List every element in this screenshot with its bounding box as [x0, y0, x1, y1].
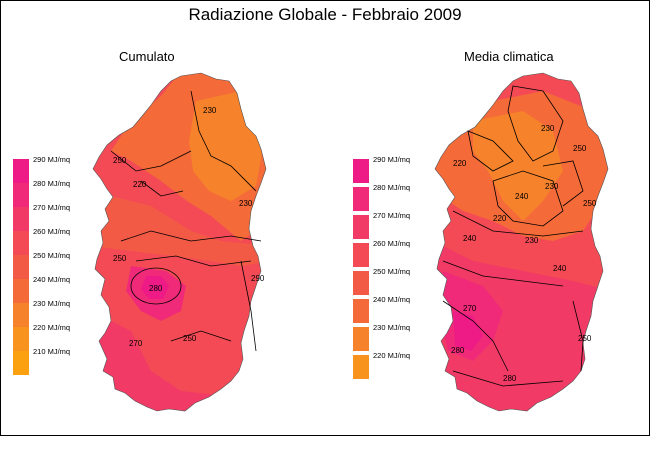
contour-label: 270 — [129, 339, 143, 348]
contour-label: 230 — [541, 124, 555, 133]
contour-label: 280 — [149, 284, 163, 293]
legend-label: 220 MJ/mq — [373, 351, 411, 360]
contour-label: 250 — [583, 199, 597, 208]
contour-label: 240 — [553, 264, 567, 273]
legend-label: 290 MJ/mq — [373, 155, 411, 164]
contour-label: 230 — [239, 199, 253, 208]
contour-label: 220 — [493, 214, 507, 223]
contour-label: 250 — [113, 156, 127, 165]
legend-label: 260 MJ/mq — [373, 239, 411, 248]
legend-label: 250 MJ/mq — [33, 251, 71, 260]
legend-label: 270 MJ/mq — [33, 203, 71, 212]
contour-label: 270 — [463, 304, 477, 313]
left-map-title: Cumulato — [119, 49, 175, 64]
contour-label: 290 — [251, 274, 265, 283]
right-map-title: Media climatica — [464, 49, 554, 64]
contour-label: 220 — [453, 159, 467, 168]
contour-label: 230 — [525, 236, 539, 245]
legend-label: 240 MJ/mq — [33, 275, 71, 284]
right-map: 230 250 220 230 240 250 220 240 230 240 … — [434, 72, 609, 412]
figure-title: Radiazione Globale - Febbraio 2009 — [188, 5, 462, 24]
legend-label: 220 MJ/mq — [33, 323, 71, 332]
figure-frame: Radiazione Globale - Febbraio 2009 Cumul… — [0, 0, 650, 436]
contour-label: 230 — [545, 182, 559, 191]
legend-label: 210 MJ/mq — [33, 347, 71, 356]
contour-label: 240 — [463, 234, 477, 243]
legend-label: 270 MJ/mq — [373, 211, 411, 220]
contour-label: 280 — [503, 374, 517, 383]
legend-label: 240 MJ/mq — [373, 295, 411, 304]
legend-label: 280 MJ/mq — [373, 183, 411, 192]
legend-label: 290 MJ/mq — [33, 155, 71, 164]
contour-label: 250 — [578, 334, 592, 343]
contour-label: 250 — [573, 144, 587, 153]
contour-label: 220 — [133, 180, 147, 189]
contour-label: 250 — [183, 334, 197, 343]
legend-label: 260 MJ/mq — [33, 227, 71, 236]
left-map: 230 250 220 230 250 270 290 280 250 — [92, 72, 267, 412]
contour-label: 230 — [203, 106, 217, 115]
legend-label: 280 MJ/mq — [33, 179, 71, 188]
contour-label: 250 — [113, 254, 127, 263]
contour-label: 280 — [451, 346, 465, 355]
contour-label: 240 — [515, 192, 529, 201]
legend-label: 230 MJ/mq — [373, 323, 411, 332]
legend-label: 230 MJ/mq — [33, 299, 71, 308]
legend-label: 250 MJ/mq — [373, 267, 411, 276]
